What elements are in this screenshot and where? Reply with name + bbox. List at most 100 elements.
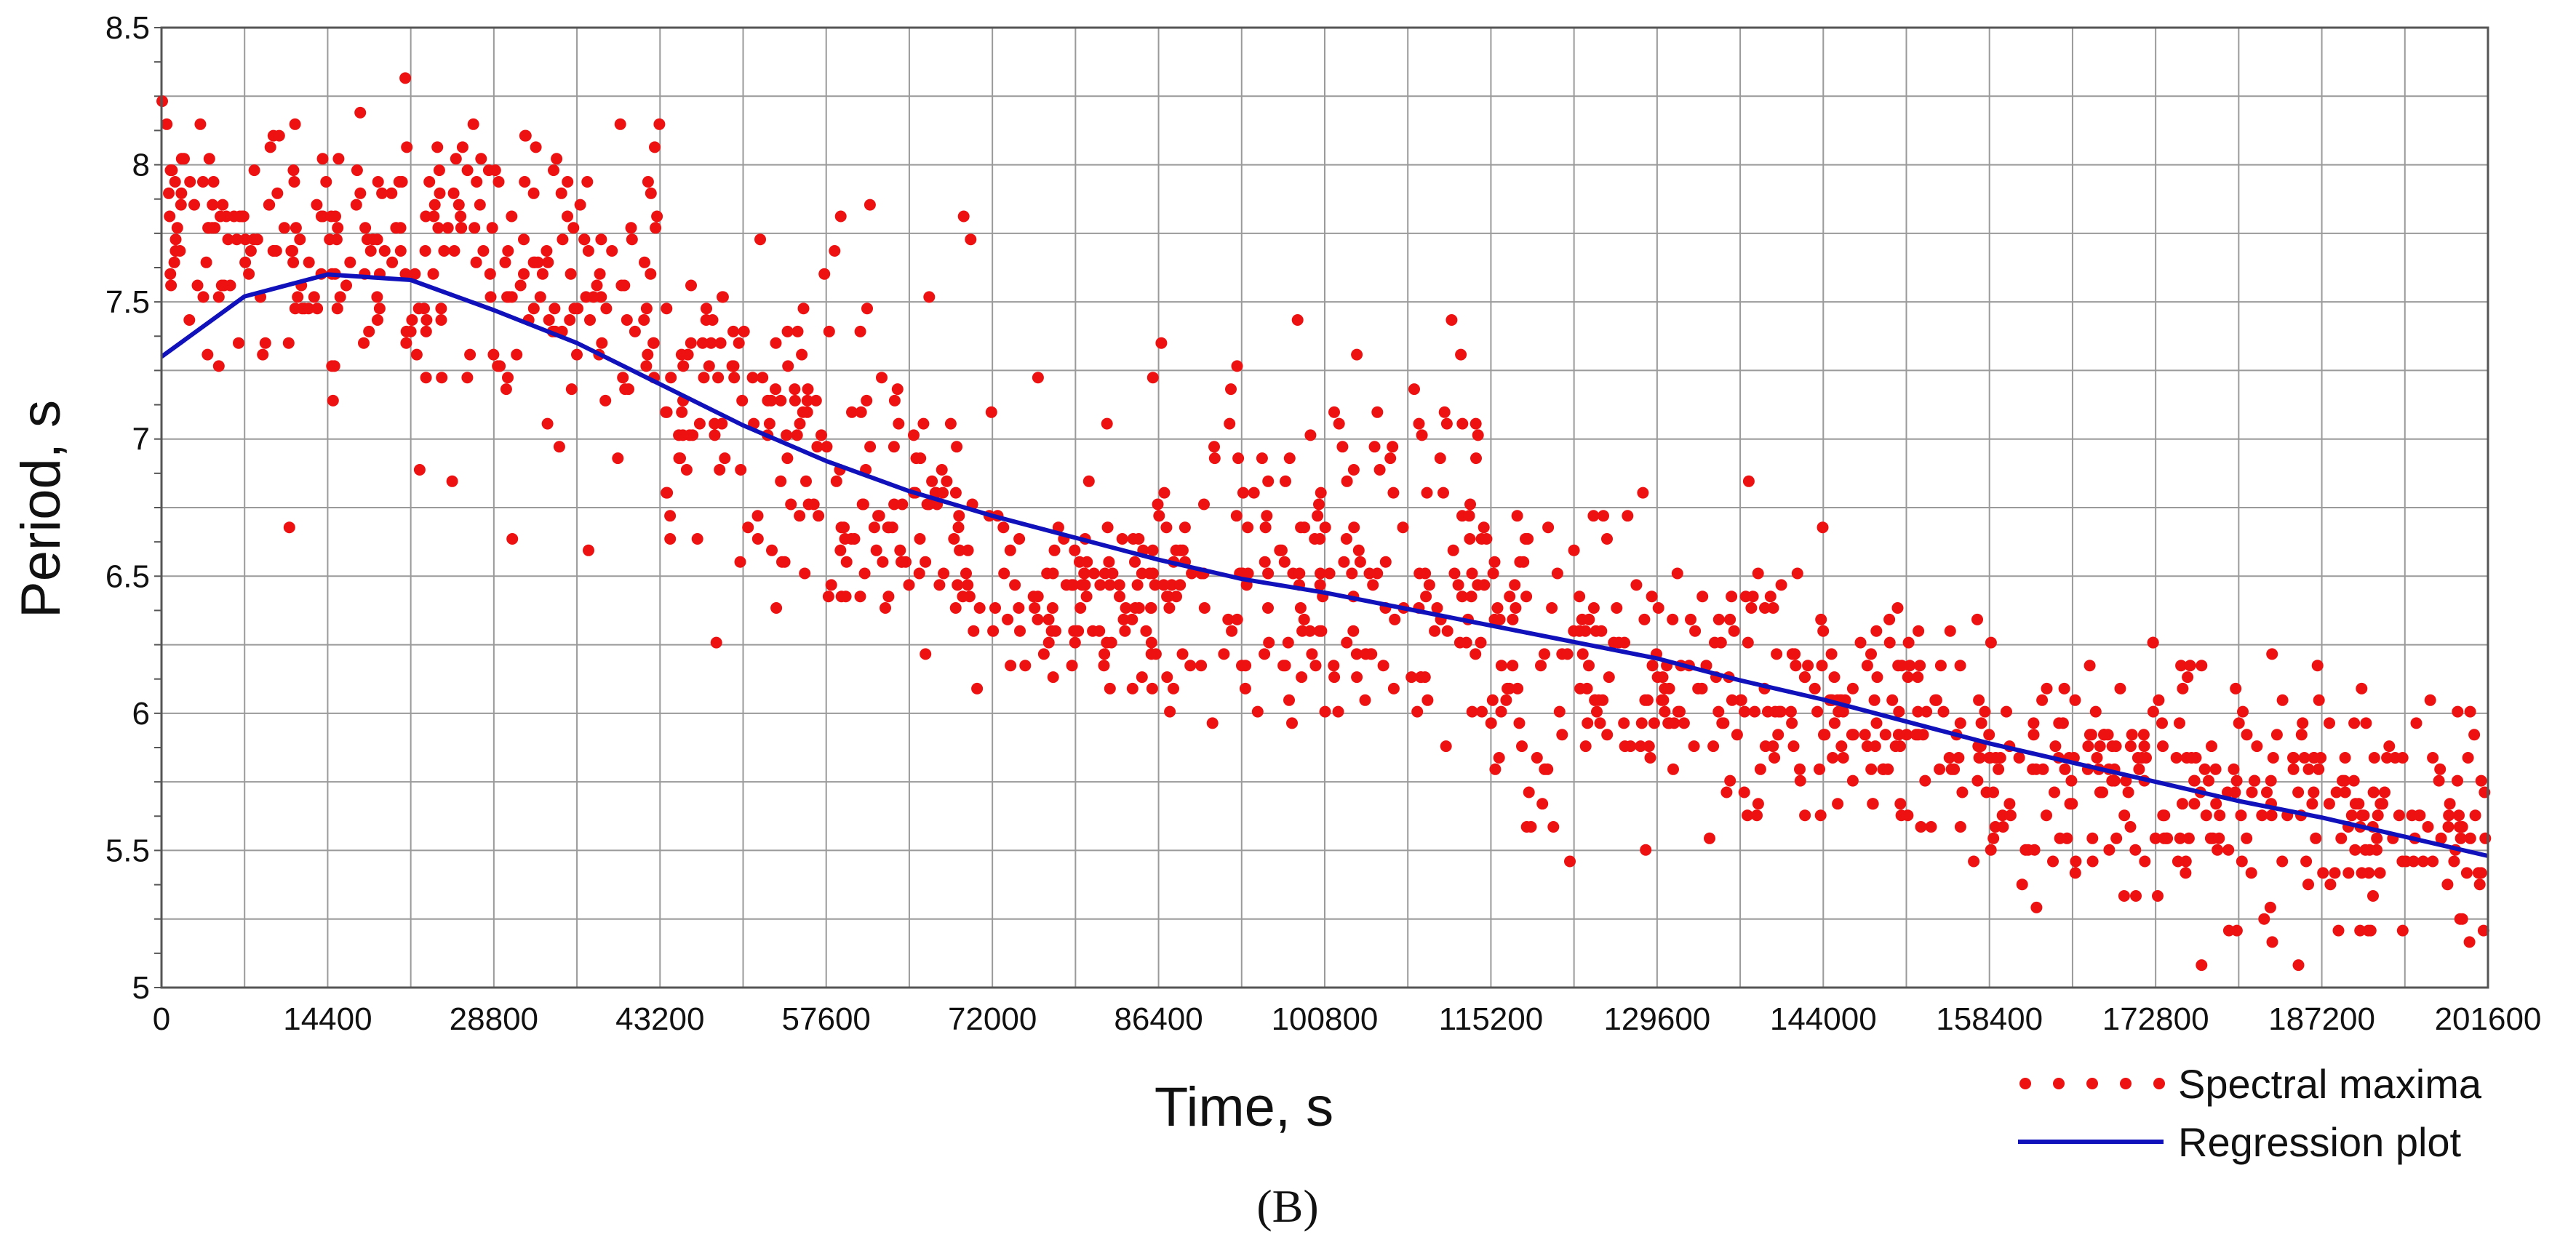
spectral-maxima-point [1786, 648, 1798, 660]
spectral-maxima-point [908, 429, 920, 441]
spectral-maxima-point [239, 233, 252, 246]
spectral-maxima-point [326, 360, 338, 372]
spectral-maxima-point [2302, 878, 2314, 891]
spectral-maxima-point [2047, 855, 2059, 868]
spectral-maxima-point [1184, 660, 1197, 672]
spectral-maxima-point [781, 452, 794, 465]
spectral-maxima-point [1117, 613, 1130, 625]
spectral-maxima-point [2371, 832, 2383, 844]
spectral-maxima-point [1408, 383, 1420, 396]
spectral-maxima-point [2036, 694, 2049, 706]
spectral-maxima-point [1728, 625, 1740, 637]
spectral-maxima-point [1583, 660, 1595, 672]
spectral-maxima-point [2196, 959, 2208, 972]
spectral-maxima-point [1520, 591, 1533, 603]
spectral-maxima-point [1120, 602, 1132, 614]
x-tick-label: 115200 [1439, 1001, 1544, 1037]
spectral-maxima-point [519, 129, 532, 142]
spectral-maxima-point [1133, 533, 1145, 545]
spectral-maxima-point [2422, 821, 2434, 833]
spectral-maxima-point [733, 337, 745, 349]
spectral-maxima-point [1351, 671, 1363, 684]
minor-ticks [154, 27, 162, 988]
spectral-maxima-point [834, 210, 847, 223]
spectral-maxima-point [998, 567, 1010, 580]
spectral-maxima-point [344, 256, 356, 268]
spectral-maxima-point [965, 233, 977, 246]
spectral-maxima-point [485, 291, 497, 303]
spectral-maxima-point [1968, 855, 1980, 868]
spectral-maxima-point [568, 303, 581, 315]
spectral-maxima-point [1854, 636, 1867, 649]
spectral-maxima-point [1561, 648, 1574, 660]
spectral-maxima-point [914, 533, 926, 545]
spectral-maxima-point [183, 314, 196, 326]
spectral-maxima-point [952, 579, 964, 591]
spectral-maxima-point [1815, 613, 1827, 625]
spectral-maxima-point [1480, 533, 1493, 545]
spectral-maxima-point [873, 510, 885, 522]
spectral-maxima-point [1152, 498, 1164, 511]
spectral-maxima-point [717, 291, 729, 303]
spectral-maxima-point [1954, 821, 1966, 833]
spectral-maxima-point [1359, 694, 1371, 706]
spectral-maxima-point [626, 233, 638, 246]
spectral-maxima-point [2287, 752, 2299, 764]
spectral-maxima-point [2452, 705, 2464, 718]
spectral-maxima-point [203, 153, 215, 165]
spectral-maxima-point [1696, 591, 1709, 603]
spectral-maxima-point [606, 245, 618, 257]
y-tick-label: 5 [132, 970, 150, 1006]
spectral-maxima-point [920, 556, 932, 568]
spectral-maxima-point [971, 682, 984, 694]
spectral-maxima-point [200, 256, 212, 268]
spectral-maxima-point [542, 256, 554, 268]
spectral-maxima-point [2182, 832, 2195, 844]
spectral-maxima-point [1113, 579, 1125, 591]
spectral-maxima-point [949, 602, 962, 614]
spectral-maxima-point [1466, 567, 1478, 580]
spectral-maxima-point [1985, 844, 1997, 856]
spectral-maxima-point [1865, 763, 1878, 775]
spectral-maxima-point [1277, 660, 1290, 672]
spectral-maxima-point [2434, 763, 2447, 775]
spectral-maxima-point [1509, 579, 1521, 591]
spectral-maxima-point [1622, 510, 1634, 522]
spectral-maxima-point [775, 394, 787, 407]
spectral-maxima-point [2441, 878, 2454, 891]
spectral-maxima-point [614, 118, 626, 130]
spectral-maxima-point [799, 567, 811, 580]
spectral-maxima-point [1487, 567, 1499, 580]
spectral-maxima-point [161, 118, 173, 130]
spectral-maxima-point [2222, 924, 2235, 937]
legend-marker-spectral-maxima [2019, 1078, 2165, 1089]
spectral-maxima-point [282, 337, 295, 349]
spectral-maxima-point [664, 533, 677, 545]
spectral-maxima-point [2147, 636, 2159, 649]
spectral-maxima-point [696, 337, 709, 349]
spectral-maxima-point [1993, 763, 2005, 775]
spectral-maxima-point [651, 210, 663, 223]
spectral-maxima-point [367, 233, 379, 246]
spectral-maxima-point [1411, 705, 1424, 718]
spectral-maxima-point [432, 222, 444, 234]
spectral-maxima-point [434, 187, 446, 199]
spectral-maxima-point [1828, 671, 1841, 684]
spectral-maxima-point [953, 510, 965, 522]
spectral-maxima-point [492, 360, 504, 372]
spectral-maxima-point [448, 245, 460, 257]
spectral-maxima-point [1954, 660, 1966, 672]
spectral-maxima-point [796, 348, 808, 361]
spectral-maxima-point [845, 533, 858, 545]
spectral-maxima-point [638, 314, 650, 326]
spectral-maxima-point [1071, 625, 1083, 637]
spectral-maxima-point [2302, 763, 2315, 775]
spectral-maxima-point [1119, 625, 1131, 637]
spectral-maxima-point [474, 199, 486, 211]
spectral-maxima-point [1814, 763, 1825, 775]
spectral-maxima-point [1531, 752, 1543, 764]
spectral-maxima-point [2214, 809, 2226, 822]
spectral-maxima-point [1648, 717, 1660, 729]
spectral-maxima-point [165, 279, 178, 292]
spectral-maxima-point [1910, 729, 1922, 741]
